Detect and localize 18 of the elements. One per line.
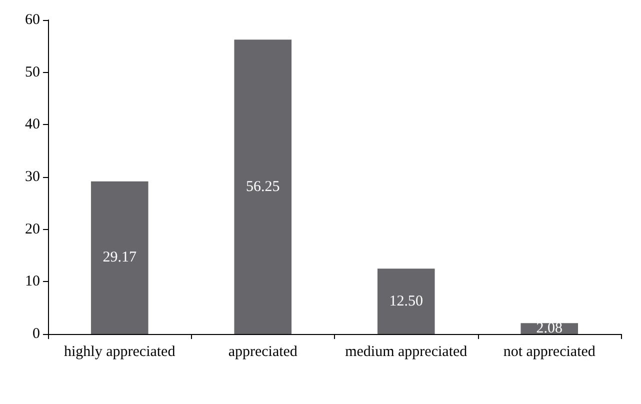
y-tick-label: 30 bbox=[25, 169, 40, 185]
x-tick-label: highly appreciated bbox=[64, 344, 176, 360]
data-label: 2.08 bbox=[536, 320, 562, 337]
data-label: 12.50 bbox=[389, 293, 423, 310]
data-label: 56.25 bbox=[246, 178, 280, 195]
y-tick-label: 20 bbox=[25, 221, 40, 238]
bar bbox=[234, 40, 292, 334]
x-tick-label: appreciated bbox=[228, 344, 298, 360]
y-tick-label: 60 bbox=[25, 12, 40, 28]
data-label: 29.17 bbox=[102, 250, 137, 266]
y-tick-label: 40 bbox=[25, 116, 40, 133]
bar bbox=[377, 268, 435, 334]
x-tick-label: not appreciated bbox=[503, 344, 596, 360]
y-tick-label: 0 bbox=[32, 326, 40, 342]
bar bbox=[90, 181, 148, 334]
x-tick-label: medium appreciated bbox=[345, 344, 468, 360]
y-tick-label: 50 bbox=[25, 64, 40, 80]
y-tick-label: 10 bbox=[25, 274, 40, 290]
